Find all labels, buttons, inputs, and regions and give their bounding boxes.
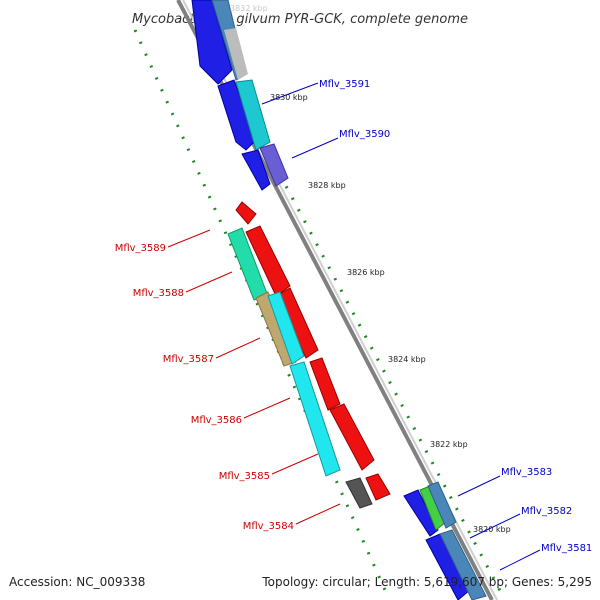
gene-block-plus-upper-1c [224, 28, 248, 80]
gene-small-red-bottom[interactable] [365, 473, 391, 501]
gene-mflv-3591-cyan[interactable] [235, 79, 271, 151]
gene-mflv-3583[interactable] [403, 489, 439, 537]
gene-mflv-3590-purple[interactable] [259, 143, 289, 187]
scale-label-3826: 3826 kbp [347, 268, 385, 277]
gene-mflv-3582-steel[interactable] [439, 529, 487, 600]
scale-label-3828: 3828 kbp [308, 181, 346, 190]
gene-mflv-3590-body[interactable] [241, 149, 271, 191]
gene-label-mflv-3590[interactable]: Mflv_3590 [339, 129, 390, 140]
gene-label-mflv-3585[interactable]: Mflv_3585 [219, 471, 270, 482]
gene-label-mflv-3589[interactable]: Mflv_3589 [115, 243, 166, 254]
gene-mflv-3584-grey[interactable] [345, 477, 373, 509]
gene-mflv-3583-steel[interactable] [427, 481, 457, 529]
scale-label-3820: 3820 kbp [473, 525, 511, 534]
leader-line-mflv-3585 [271, 453, 319, 475]
leader-line-mflv-3587 [215, 337, 261, 359]
gene-mflv-3585[interactable] [329, 403, 375, 471]
scale-label-3830: 3830 kbp [270, 93, 308, 102]
leader-line-mflv-3590 [291, 137, 339, 159]
leader-line-mflv-3584 [295, 503, 341, 525]
gene-label-mflv-3588[interactable]: Mflv_3588 [133, 288, 184, 299]
leader-line-mflv-3583 [457, 475, 501, 497]
gene-mflv-3586-cyan[interactable] [289, 361, 341, 477]
scale-label-3822: 3822 kbp [430, 440, 468, 449]
leader-line-mflv-3589 [167, 229, 211, 248]
gene-block-plus-upper-1[interactable] [191, 0, 233, 85]
leader-line-mflv-3581 [499, 549, 541, 571]
gene-label-mflv-3586[interactable]: Mflv_3586 [191, 415, 242, 426]
accession-text: Accession: NC_009338 [9, 575, 145, 589]
scale-label-3832: 3832 kbp [230, 4, 268, 13]
gene-label-mflv-3584[interactable]: Mflv_3584 [243, 521, 294, 532]
gene-mflv-3589[interactable] [245, 225, 291, 297]
leader-line-mflv-3591 [261, 82, 319, 105]
leader-line-mflv-3588 [185, 271, 233, 293]
leader-line-mflv-3586 [243, 397, 291, 419]
gene-label-mflv-3591[interactable]: Mflv_3591 [319, 79, 370, 90]
gene-label-mflv-3583[interactable]: Mflv_3583 [501, 467, 552, 478]
gene-mflv-3591-body[interactable] [217, 79, 257, 151]
scale-label-3824: 3824 kbp [388, 355, 426, 364]
gene-mflv-3587-cyan[interactable] [267, 291, 305, 365]
gene-small-red-top[interactable] [235, 201, 257, 225]
gene-label-mflv-3581[interactable]: Mflv_3581 [541, 543, 592, 554]
gene-label-mflv-3587[interactable]: Mflv_3587 [163, 354, 214, 365]
gene-mflv-3586[interactable] [309, 357, 341, 411]
map-title: Mycobacterium gilvum PYR-GCK, complete g… [132, 12, 468, 27]
genome-summary-text: Topology: circular; Length: 5,619,607 bp… [261, 575, 592, 589]
gene-label-mflv-3582[interactable]: Mflv_3582 [521, 506, 572, 517]
leader-line-mflv-3582 [469, 513, 521, 539]
